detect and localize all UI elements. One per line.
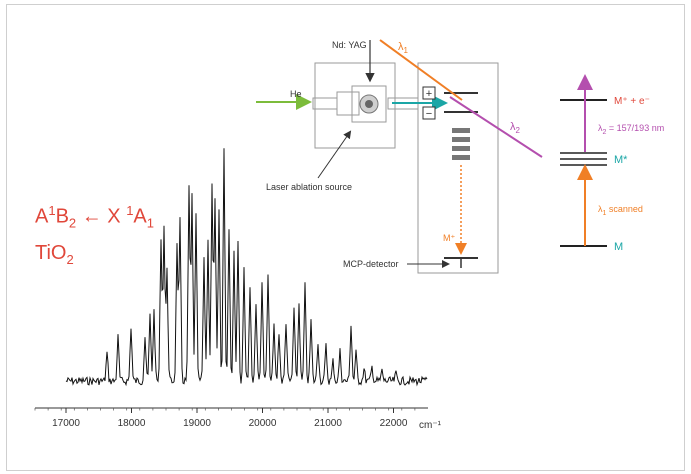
helium-label: He bbox=[290, 89, 302, 99]
x-axis-tick-labels: 17000 18000 19000 20000 21000 22000 bbox=[52, 418, 408, 429]
x-axis-tick-label: 20000 bbox=[249, 418, 277, 429]
x-axis-tick-label: 19000 bbox=[183, 418, 211, 429]
lambda2-energy-label: λ2 = 157/193 nm bbox=[598, 123, 664, 136]
experimental-setup: Nd: YAG He Laser ablation source + − M⁺ … bbox=[256, 39, 543, 274]
minus-sign: − bbox=[426, 108, 432, 120]
ablation-chamber bbox=[314, 62, 396, 149]
source-block bbox=[351, 85, 387, 123]
ion-lens-4 bbox=[452, 155, 470, 160]
lambda2-setup-label: λ2 bbox=[510, 121, 521, 135]
x-axis-tick-label: 18000 bbox=[118, 418, 146, 429]
plus-sign: + bbox=[426, 88, 432, 100]
ion-lens-3 bbox=[452, 146, 470, 151]
x-axis-major-ticks bbox=[65, 408, 394, 413]
molecule-label: TiO2 bbox=[35, 242, 74, 267]
ion-label: M⁺ bbox=[443, 233, 455, 243]
lambda1-energy-label: λ1 scanned bbox=[598, 204, 643, 217]
x-axis-tick-label: 22000 bbox=[380, 418, 408, 429]
ion-level-label: M⁺ + e⁻ bbox=[614, 96, 650, 107]
lambda1-setup-label: λ1 bbox=[398, 41, 409, 55]
repeller-plate bbox=[422, 86, 436, 100]
source-pointer-arrow bbox=[317, 130, 352, 179]
source-label: Laser ablation source bbox=[266, 182, 352, 192]
excited-level-label: M* bbox=[614, 154, 628, 166]
lambda2-laser-beam bbox=[449, 96, 543, 158]
detector-label: MCP-detector bbox=[343, 259, 399, 269]
spectrum-trace bbox=[65, 148, 428, 387]
ndyag-label: Nd: YAG bbox=[332, 40, 367, 50]
nozzle-tip bbox=[336, 91, 360, 116]
lambda1-laser-beam bbox=[379, 39, 463, 101]
flight-tube bbox=[417, 62, 499, 274]
ion-lens-1 bbox=[452, 128, 470, 133]
x-axis-unit: cm⁻¹ bbox=[419, 420, 442, 431]
electronic-transition-label: A1B2 ← X 1A1 bbox=[35, 203, 154, 231]
nozzle-body bbox=[312, 97, 338, 110]
ion-lens-2 bbox=[452, 137, 470, 142]
x-axis-tick-label: 21000 bbox=[314, 418, 342, 429]
extractor-plate bbox=[422, 106, 436, 120]
x-axis-tick-label: 17000 bbox=[52, 418, 80, 429]
target-rod-core bbox=[365, 100, 373, 108]
x-axis-minor-ticks bbox=[34, 408, 416, 411]
energy-level-diagram: M⁺ + e⁻ M* M λ2 = 157/193 nm λ1 scanned bbox=[560, 74, 664, 253]
ground-level-label: M bbox=[614, 241, 623, 253]
figure-frame bbox=[6, 4, 685, 471]
